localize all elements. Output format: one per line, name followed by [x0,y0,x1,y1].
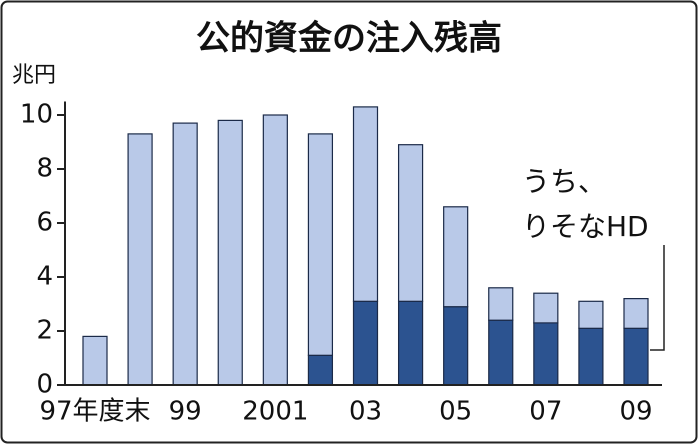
bar-segment [623,298,649,329]
bar-segment [307,354,334,386]
bar-segment [82,335,108,386]
x-tick-label: 03 [349,397,382,427]
bar-segment [397,144,424,302]
x-tick-label: 2001 [242,397,308,427]
y-tick-label: 10 [20,100,53,130]
bar-segment [623,327,649,386]
x-tick-label: 97年度末 [39,397,150,427]
bar-segment [397,300,424,386]
x-tick-label: 05 [439,397,472,427]
bar-segment [217,119,243,386]
bar-segment [533,292,559,324]
bar-segment [578,327,604,386]
bar-segment [443,306,469,386]
bar-segment [533,322,559,386]
x-tick-label: 09 [619,397,652,427]
bar-segment [262,114,288,386]
bar-segment [307,133,334,356]
y-tick-label: 0 [36,370,53,400]
bar-segment [352,300,379,386]
annotation: うち、 [522,165,606,198]
bar-segment [443,206,469,308]
bar-segment [578,300,604,329]
annotation: りそなHD [522,210,649,243]
bar-segment [127,133,153,386]
bar-segment [488,287,514,321]
bar-segment [172,122,198,386]
y-tick-label: 6 [36,208,53,238]
y-axis-label: 兆円 [12,63,56,88]
y-tick-label: 4 [36,262,53,292]
chart-title: 公的資金の注入残高 [196,19,502,59]
bar-segment [352,106,379,302]
bar-segment [488,319,514,386]
x-tick-label: 99 [169,397,202,427]
leader-line [650,245,665,351]
y-tick-label: 2 [36,316,53,346]
y-tick-label: 8 [36,154,53,184]
x-tick-label: 07 [529,397,562,427]
